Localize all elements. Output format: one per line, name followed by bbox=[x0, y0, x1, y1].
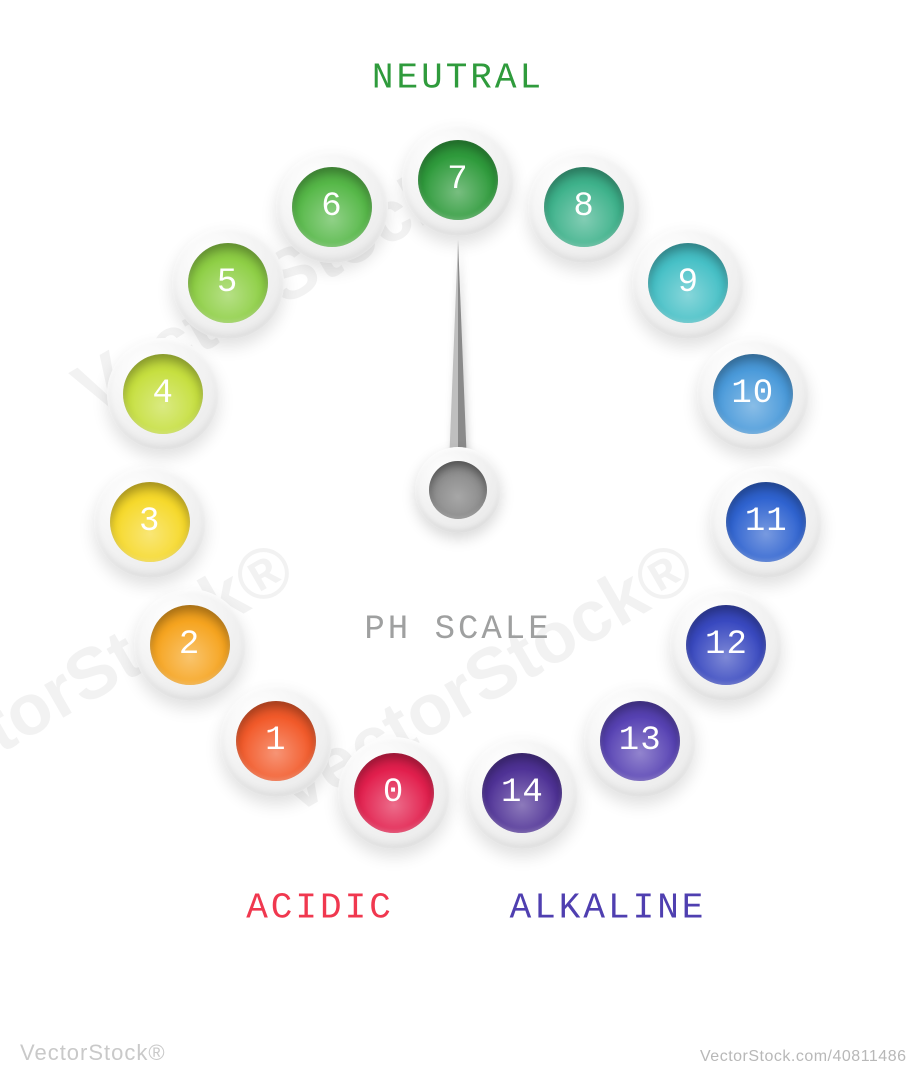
label-alkaline: ALKALINE bbox=[510, 888, 707, 929]
node-inner: 10 bbox=[713, 354, 793, 434]
ph-node-13: 13 bbox=[584, 685, 696, 797]
node-inner: 4 bbox=[123, 354, 203, 434]
node-inner: 1 bbox=[236, 701, 316, 781]
ph-node-1: 1 bbox=[220, 685, 332, 797]
watermark-right: VectorStock.com/40811486 bbox=[700, 1048, 907, 1066]
node-inner: 7 bbox=[418, 140, 498, 220]
node-inner: 11 bbox=[726, 482, 806, 562]
node-inner: 0 bbox=[354, 753, 434, 833]
dial: PH SCALE 01234567891011121314 bbox=[72, 104, 844, 876]
ph-scale-diagram: VectorStock® VectorStock® VectorStock® N… bbox=[0, 0, 917, 1080]
ph-node-5: 5 bbox=[172, 227, 284, 339]
ph-node-6: 6 bbox=[276, 151, 388, 263]
ph-node-4: 4 bbox=[107, 338, 219, 450]
ph-node-7: 7 bbox=[402, 124, 514, 236]
node-inner: 8 bbox=[544, 167, 624, 247]
needle-hub-inner bbox=[429, 461, 487, 519]
gauge-needle-icon bbox=[448, 240, 468, 490]
ph-node-8: 8 bbox=[528, 151, 640, 263]
ph-node-3: 3 bbox=[94, 466, 206, 578]
center-label: PH SCALE bbox=[364, 611, 551, 649]
needle-hub-outer bbox=[415, 447, 501, 533]
node-inner: 9 bbox=[648, 243, 728, 323]
node-inner: 5 bbox=[188, 243, 268, 323]
node-inner: 12 bbox=[686, 605, 766, 685]
label-neutral: NEUTRAL bbox=[372, 58, 544, 99]
ph-node-2: 2 bbox=[134, 589, 246, 701]
node-inner: 2 bbox=[150, 605, 230, 685]
ph-node-9: 9 bbox=[632, 227, 744, 339]
watermark-left: VectorStock® bbox=[20, 1040, 166, 1066]
ph-node-0: 0 bbox=[338, 737, 450, 849]
ph-node-14: 14 bbox=[466, 737, 578, 849]
ph-node-10: 10 bbox=[697, 338, 809, 450]
label-acidic: ACIDIC bbox=[246, 888, 394, 929]
node-inner: 14 bbox=[482, 753, 562, 833]
node-inner: 3 bbox=[110, 482, 190, 562]
node-inner: 13 bbox=[600, 701, 680, 781]
node-inner: 6 bbox=[292, 167, 372, 247]
ph-node-11: 11 bbox=[710, 466, 822, 578]
